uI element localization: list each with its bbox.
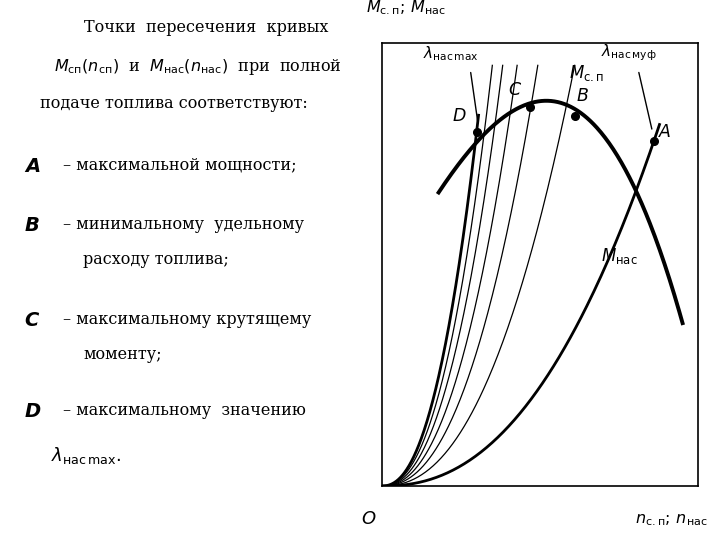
Text: $\boldsymbol{A}$: $\boldsymbol{A}$	[24, 157, 40, 176]
Text: расходу топлива;: расходу топлива;	[84, 251, 229, 268]
Text: $A$: $A$	[658, 123, 672, 140]
Text: $B$: $B$	[576, 87, 589, 105]
Text: $O$: $O$	[361, 510, 377, 528]
Text: $\lambda_{\rm нас\,max}$: $\lambda_{\rm нас\,max}$	[423, 44, 479, 63]
Text: $n_{\rm с.п};\,n_{\rm нас}$: $n_{\rm с.п};\,n_{\rm нас}$	[635, 512, 708, 528]
Text: $\boldsymbol{D}$: $\boldsymbol{D}$	[24, 402, 41, 421]
Text: Точки  пересечения  кривых: Точки пересечения кривых	[84, 19, 328, 36]
Text: $M_{\rm с.п};\,M_{\rm нас}$: $M_{\rm с.п};\,M_{\rm нас}$	[366, 0, 446, 17]
Text: – максимальному  значению: – максимальному значению	[63, 402, 306, 419]
Text: $\boldsymbol{B}$: $\boldsymbol{B}$	[24, 216, 40, 235]
Text: – максимальной мощности;: – максимальной мощности;	[63, 157, 297, 173]
Text: моменту;: моменту;	[84, 346, 162, 362]
Text: $M_{\rm с.п}$: $M_{\rm с.п}$	[569, 63, 604, 83]
Text: подаче топлива соответствуют:: подаче топлива соответствуют:	[40, 94, 308, 111]
Text: $C$: $C$	[508, 80, 522, 98]
Text: – минимальному  удельному: – минимальному удельному	[63, 216, 305, 233]
Text: $\lambda_{\rm нас\,max}$.: $\lambda_{\rm нас\,max}$.	[52, 446, 122, 467]
Text: $M_{\rm сп}(n_{\rm сп})$  и  $M_{\rm нас}(n_{\rm нас})$  при  полной: $M_{\rm сп}(n_{\rm сп})$ и $M_{\rm нас}(…	[54, 57, 342, 77]
Text: $M_{\rm нас}$: $M_{\rm нас}$	[601, 246, 637, 266]
Text: $D$: $D$	[452, 107, 467, 125]
Text: $\boldsymbol{C}$: $\boldsymbol{C}$	[24, 310, 40, 329]
Text: – максимальному крутящему: – максимальному крутящему	[63, 310, 312, 327]
Text: $\lambda_{\rm нас\,муф}$: $\lambda_{\rm нас\,муф}$	[601, 43, 657, 63]
